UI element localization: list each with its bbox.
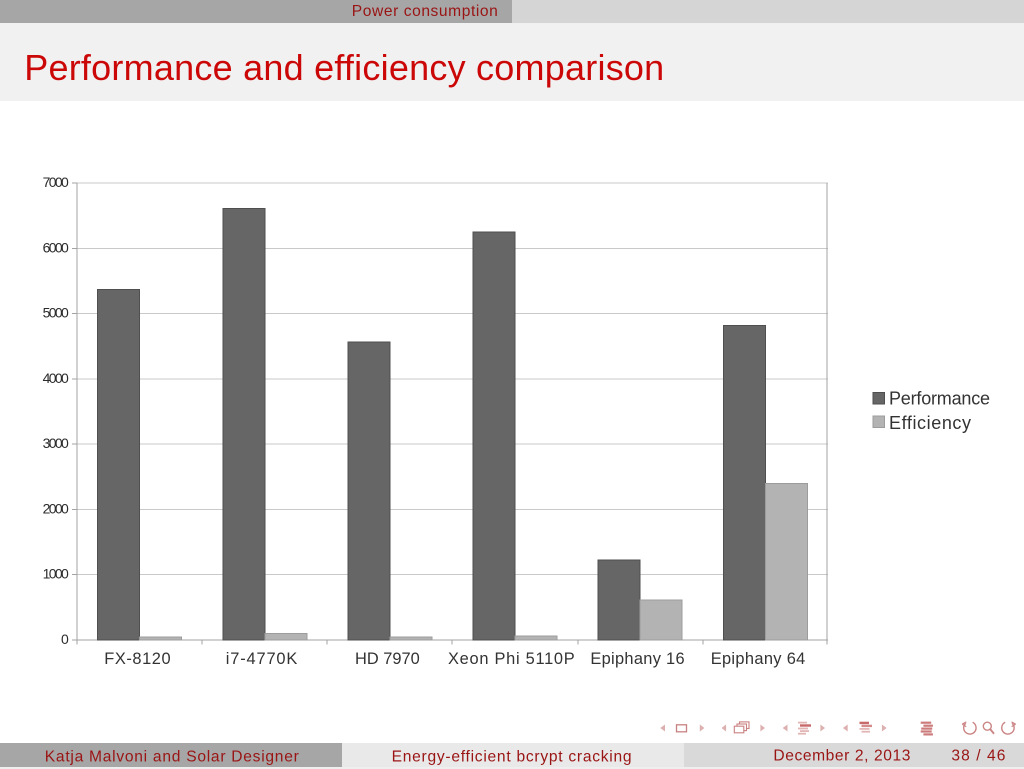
svg-text:Performance: Performance [889,389,990,409]
svg-text:38 / 46: 38 / 46 [951,748,1005,765]
svg-text:Performance and efficiency com: Performance and efficiency comparison [24,47,664,88]
svg-text:3000: 3000 [43,435,69,451]
svg-text:Xeon Phi 5110P: Xeon Phi 5110P [448,650,575,668]
svg-text:Energy-efficient bcrypt cracki: Energy-efficient bcrypt cracking [392,748,632,765]
svg-text:Epiphany 16: Epiphany 16 [590,650,684,668]
svg-text:HD 7970: HD 7970 [355,650,420,668]
svg-text:1000: 1000 [43,566,69,582]
svg-text:Epiphany 64: Epiphany 64 [711,650,806,668]
svg-text:5000: 5000 [43,305,69,321]
svg-text:i7-4770K: i7-4770K [226,650,298,668]
svg-text:4000: 4000 [43,370,69,386]
svg-text:Efficiency: Efficiency [889,413,971,433]
svg-text:Power consumption: Power consumption [352,3,498,20]
svg-text:December 2, 2013: December 2, 2013 [773,748,910,765]
svg-text:2000: 2000 [43,500,69,516]
svg-text:6000: 6000 [43,239,69,255]
svg-text:FX-8120: FX-8120 [104,650,170,668]
svg-text:Katja Malvoni and Solar Design: Katja Malvoni and Solar Designer [45,748,299,765]
svg-text:7000: 7000 [43,174,69,190]
svg-text:0: 0 [61,631,69,647]
